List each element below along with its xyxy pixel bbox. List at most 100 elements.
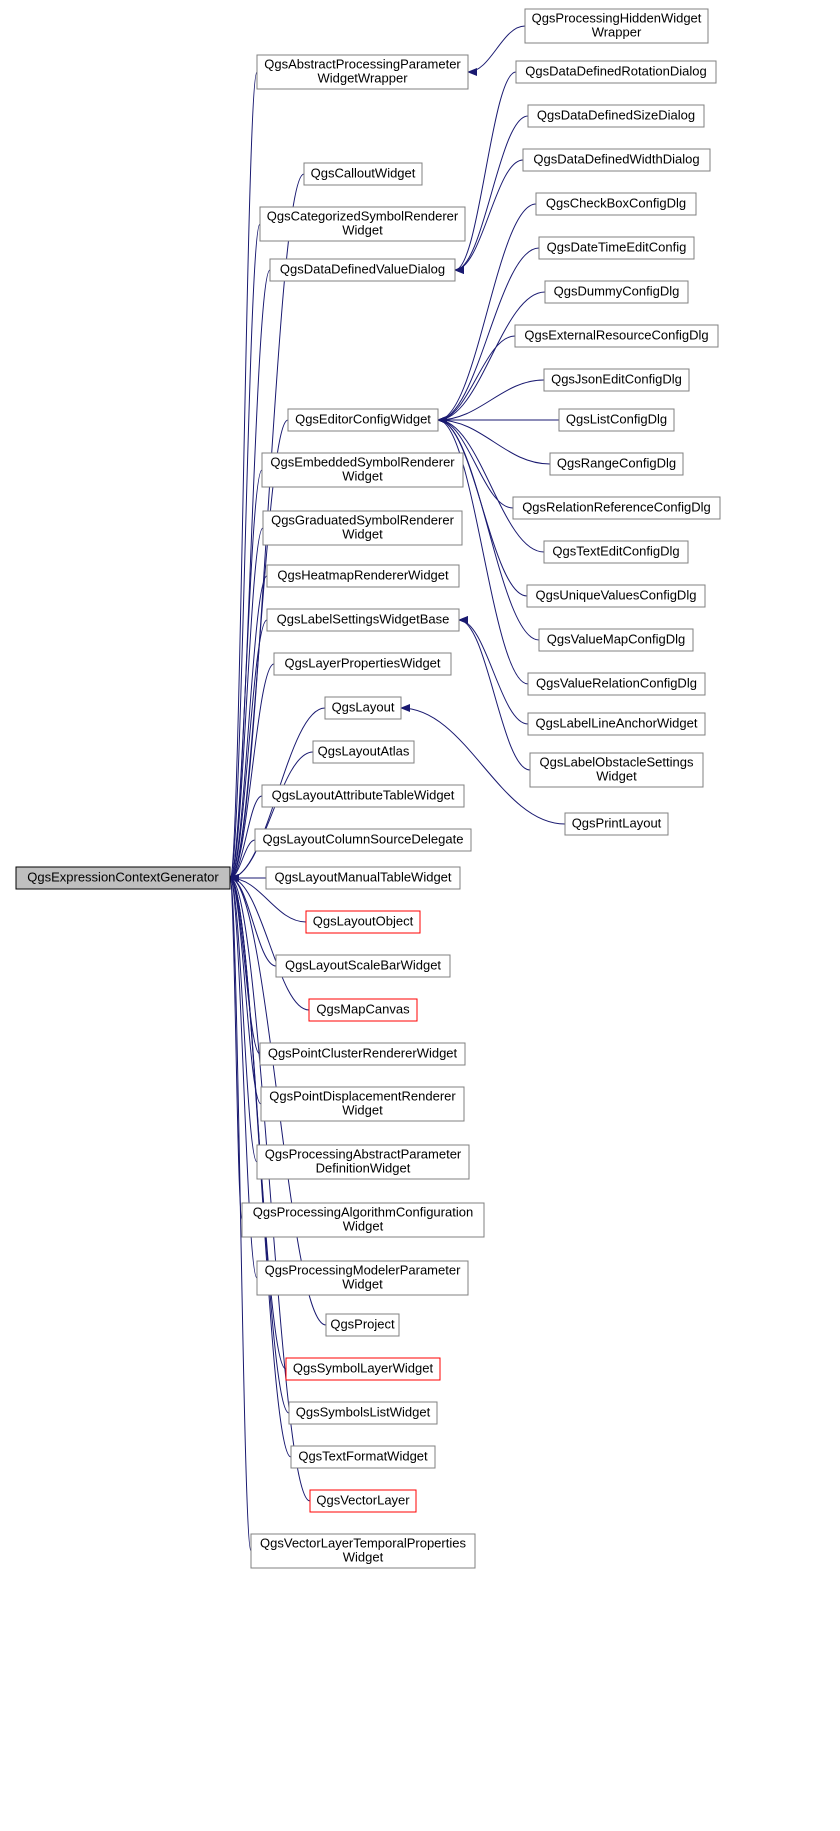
class-label: QgsSymbolsListWidget (296, 1404, 431, 1419)
class-label: QgsJsonEditConfigDlg (551, 371, 682, 386)
class-label: QgsProcessingAbstractParameter (265, 1146, 462, 1161)
class-node[interactable]: QgsDateTimeEditConfig (539, 237, 694, 259)
class-node[interactable]: QgsLabelLineAnchorWidget (528, 713, 705, 735)
class-label: QgsExpressionContextGenerator (27, 869, 219, 884)
class-label: QgsLayoutObject (313, 913, 414, 928)
class-node[interactable]: QgsCalloutWidget (304, 163, 422, 185)
class-label: QgsEditorConfigWidget (295, 411, 431, 426)
nodes: QgsExpressionContextGenerator QgsAbstract… (16, 9, 720, 1568)
class-label: QgsLayoutAtlas (318, 743, 410, 758)
class-label: QgsLayoutManualTableWidget (274, 869, 451, 884)
class-label: QgsSymbolLayerWidget (293, 1360, 434, 1375)
class-node[interactable]: QgsProcessingAbstractParameterDefinition… (257, 1145, 469, 1179)
class-node[interactable]: QgsListConfigDlg (559, 409, 674, 431)
class-node[interactable]: QgsLayoutManualTableWidget (266, 867, 460, 889)
class-node[interactable]: QgsPrintLayout (565, 813, 668, 835)
class-label: QgsUniqueValuesConfigDlg (536, 587, 697, 602)
class-node[interactable]: QgsProcessingAlgorithmConfigurationWidge… (242, 1203, 484, 1237)
class-node[interactable]: QgsLayoutScaleBarWidget (276, 955, 450, 977)
class-node[interactable]: QgsProject (326, 1314, 399, 1336)
class-node[interactable]: QgsDummyConfigDlg (545, 281, 688, 303)
class-node[interactable]: QgsValueRelationConfigDlg (528, 673, 705, 695)
class-node[interactable]: QgsValueMapConfigDlg (539, 629, 693, 651)
class-label: QgsCalloutWidget (311, 165, 416, 180)
class-node[interactable]: QgsEditorConfigWidget (288, 409, 438, 431)
class-node[interactable]: QgsDataDefinedRotationDialog (516, 61, 716, 83)
class-node[interactable]: QgsVectorLayerTemporalPropertiesWidget (251, 1534, 475, 1568)
class-node[interactable]: QgsLabelObstacleSettingsWidget (530, 753, 703, 787)
class-label: QgsValueMapConfigDlg (547, 631, 686, 646)
class-label: QgsHeatmapRendererWidget (277, 567, 449, 582)
class-node[interactable]: QgsDataDefinedSizeDialog (528, 105, 704, 127)
class-node[interactable]: QgsLayerPropertiesWidget (274, 653, 451, 675)
class-label: Widget (596, 768, 637, 783)
class-label: QgsTextEditConfigDlg (552, 543, 679, 558)
class-label: QgsValueRelationConfigDlg (536, 675, 697, 690)
class-node[interactable]: QgsTextEditConfigDlg (544, 541, 688, 563)
class-label: QgsDateTimeEditConfig (547, 239, 687, 254)
class-label: QgsLayoutAttributeTableWidget (272, 787, 455, 802)
class-node[interactable]: QgsHeatmapRendererWidget (267, 565, 459, 587)
class-node[interactable]: QgsLayoutAtlas (313, 741, 414, 763)
edge (230, 224, 260, 878)
class-label: QgsTextFormatWidget (298, 1448, 428, 1463)
class-node[interactable]: QgsLabelSettingsWidgetBase (267, 609, 459, 631)
class-label: QgsLayoutScaleBarWidget (285, 957, 441, 972)
class-node[interactable]: QgsDataDefinedValueDialog (270, 259, 455, 281)
class-node[interactable]: QgsAbstractProcessingParameterWidgetWrap… (257, 55, 468, 89)
class-label: QgsPointDisplacementRenderer (269, 1088, 456, 1103)
class-label: QgsDataDefinedValueDialog (280, 261, 445, 276)
class-label: Widget (342, 526, 383, 541)
class-label: QgsCategorizedSymbolRenderer (267, 208, 459, 223)
class-node[interactable]: QgsCategorizedSymbolRendererWidget (260, 207, 465, 241)
class-node[interactable]: QgsLayout (325, 697, 401, 719)
class-node[interactable]: QgsPointClusterRendererWidget (260, 1043, 465, 1065)
class-node[interactable]: QgsDataDefinedWidthDialog (523, 149, 710, 171)
class-label: Widget (342, 222, 383, 237)
class-label: QgsLayoutColumnSourceDelegate (263, 831, 464, 846)
class-label: QgsExternalResourceConfigDlg (524, 327, 708, 342)
class-label: Widget (342, 1102, 383, 1117)
class-label: WidgetWrapper (317, 70, 408, 85)
edge (438, 292, 545, 420)
class-label: QgsLayout (332, 699, 395, 714)
class-label: DefinitionWidget (316, 1160, 411, 1175)
class-label: QgsPointClusterRendererWidget (268, 1045, 458, 1060)
class-node[interactable]: QgsSymbolsListWidget (289, 1402, 437, 1424)
class-label: QgsProcessingAlgorithmConfiguration (253, 1204, 473, 1219)
class-node[interactable]: QgsVectorLayer (310, 1490, 416, 1512)
class-node[interactable]: QgsPointDisplacementRendererWidget (261, 1087, 464, 1121)
class-label: QgsProcessingModelerParameter (265, 1262, 461, 1277)
class-label: QgsListConfigDlg (566, 411, 667, 426)
class-label: Widget (342, 1276, 383, 1291)
class-label: Wrapper (592, 24, 642, 39)
class-node[interactable]: QgsGraduatedSymbolRendererWidget (263, 511, 462, 545)
class-label: QgsEmbeddedSymbolRenderer (270, 454, 455, 469)
class-node[interactable]: QgsEmbeddedSymbolRendererWidget (262, 453, 463, 487)
class-label: QgsLabelObstacleSettings (540, 754, 694, 769)
edge (459, 620, 528, 724)
class-label: QgsMapCanvas (316, 1001, 410, 1016)
class-node[interactable]: QgsLayoutObject (306, 911, 420, 933)
class-label: QgsVectorLayerTemporalProperties (260, 1535, 466, 1550)
class-node[interactable]: QgsProcessingModelerParameterWidget (257, 1261, 468, 1295)
class-label: QgsCheckBoxConfigDlg (546, 195, 686, 210)
class-node[interactable]: QgsMapCanvas (309, 999, 417, 1021)
class-label: QgsProcessingHiddenWidget (532, 10, 702, 25)
class-node[interactable]: QgsRelationReferenceConfigDlg (513, 497, 720, 519)
class-label: QgsLabelSettingsWidgetBase (277, 611, 450, 626)
class-node[interactable]: QgsProcessingHiddenWidgetWrapper (525, 9, 708, 43)
class-node[interactable]: QgsExternalResourceConfigDlg (515, 325, 718, 347)
class-node[interactable]: QgsTextFormatWidget (291, 1446, 435, 1468)
class-node[interactable]: QgsUniqueValuesConfigDlg (527, 585, 705, 607)
class-node[interactable]: QgsLayoutAttributeTableWidget (262, 785, 464, 807)
edge (459, 620, 530, 770)
class-label: QgsPrintLayout (572, 815, 662, 830)
class-node[interactable]: QgsRangeConfigDlg (550, 453, 683, 475)
class-node[interactable]: QgsLayoutColumnSourceDelegate (255, 829, 471, 851)
class-label: QgsAbstractProcessingParameter (264, 56, 461, 71)
class-node[interactable]: QgsCheckBoxConfigDlg (536, 193, 696, 215)
class-label: Widget (342, 468, 383, 483)
class-node[interactable]: QgsJsonEditConfigDlg (544, 369, 689, 391)
class-node[interactable]: QgsSymbolLayerWidget (286, 1358, 440, 1380)
